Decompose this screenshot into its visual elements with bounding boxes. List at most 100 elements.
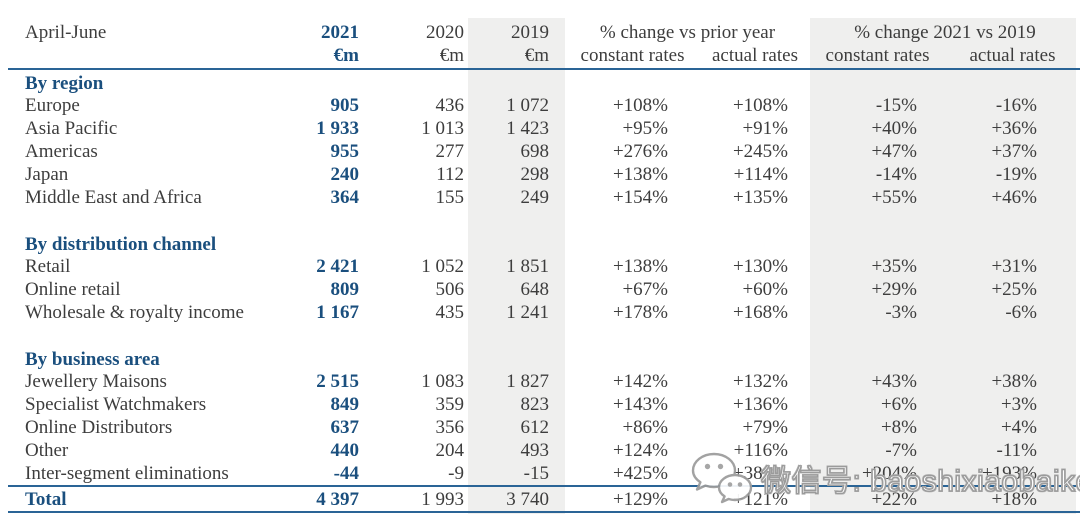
cell-2020: 435 [435, 302, 465, 323]
cell-2020: 277 [435, 141, 465, 162]
cell-2019: 612 [520, 417, 550, 438]
cell-2021: 1 167 [316, 302, 359, 323]
cell-2019: 648 [520, 279, 550, 300]
cell-constant-prior: +276% [612, 141, 668, 162]
cell-actual-prior: +91% [742, 118, 788, 139]
sales-table: April-June 2021 2020 2019 % change vs pr… [0, 18, 1080, 513]
cell-constant-1921: -3% [885, 302, 917, 323]
cell-2021: 2 515 [316, 371, 359, 392]
period-label: April-June [25, 22, 107, 43]
cell-2019: 1 241 [506, 302, 549, 323]
total-actual-1921: +18% [991, 488, 1037, 510]
row-label: Specialist Watchmakers [25, 394, 207, 415]
cell-2019: 1 423 [506, 118, 549, 139]
header-row-years: April-June 2021 2020 2019 % change vs pr… [0, 18, 1080, 45]
cell-constant-prior: +142% [612, 371, 668, 392]
section-title-row: By distribution channel [0, 231, 1080, 255]
cell-2020: 356 [435, 417, 465, 438]
cell-actual-1921: +36% [991, 118, 1037, 139]
total-constant-1921: +22% [871, 488, 917, 510]
cell-2020: 359 [435, 394, 465, 415]
cell-constant-1921: +47% [871, 141, 917, 162]
cell-2019: 1 851 [506, 256, 549, 277]
wechat-icon [691, 452, 753, 504]
cell-2020: -9 [448, 463, 464, 484]
cell-actual-1921: +46% [991, 187, 1037, 208]
cell-constant-prior: +138% [612, 164, 668, 185]
cell-constant-prior: +67% [622, 279, 668, 300]
cell-actual-1921: +25% [991, 279, 1037, 300]
subheader-actual-rates-1921: actual rates [969, 45, 1056, 66]
group-header-2021-vs-2019: % change 2021 vs 2019 [854, 22, 1036, 43]
subheader-constant-rates-1921: constant rates [825, 45, 930, 66]
row-label: Europe [25, 95, 80, 116]
total-row: Total 4 397 1 993 3 740 +129% +121% +22%… [0, 487, 1080, 511]
unit-2021: €m [333, 45, 359, 66]
table-row: Jewellery Maisons 2 515 1 083 1 827 +142% +13… [0, 370, 1080, 393]
total-constant-prior: +129% [612, 488, 668, 510]
unit-2019: €m [524, 45, 549, 66]
cell-constant-prior: +425% [612, 463, 668, 484]
cell-2020: 204 [435, 440, 465, 461]
cell-2020: 436 [435, 95, 465, 116]
row-label: Jewellery Maisons [25, 371, 167, 392]
table-row: Online retail 809 506 648 +67% +60% +29% +25% [0, 278, 1080, 301]
watermark: 微信号: baoshixiaobaike [688, 451, 1080, 505]
cell-constant-1921: +43% [871, 371, 917, 392]
cell-actual-prior: +60% [742, 279, 788, 300]
header-spacer [0, 45, 300, 68]
col-header-2021: 2021 [321, 22, 359, 43]
total-2019: 3 740 [506, 488, 549, 510]
cell-2019: -15 [523, 463, 549, 484]
table-row: Americas 955 277 698 +276% +245% +47% +37% [0, 140, 1080, 163]
col-header-2019: 2019 [511, 22, 549, 43]
cell-actual-prior: +116% [733, 440, 788, 461]
table-row: Online Distributors 637 356 612 +86% +79% +8% +… [0, 416, 1080, 439]
total-2020: 1 993 [421, 488, 464, 510]
cell-actual-1921: +4% [1000, 417, 1037, 438]
table-row: Other 440 204 493 +124% +116% -7% -11% [0, 439, 1080, 462]
cell-2020: 155 [435, 187, 465, 208]
cell-actual-1921: -16% [995, 95, 1037, 116]
watermark-text: 微信号: baoshixiaobaike [760, 464, 1080, 498]
total-2021: 4 397 [316, 488, 359, 510]
cell-constant-1921: -14% [875, 164, 917, 185]
pre-total-rule [8, 485, 1080, 487]
cell-2021: 849 [330, 394, 360, 415]
section-title: By region [25, 73, 104, 94]
row-label: Wholesale & royalty income [25, 302, 244, 323]
cell-2019: 493 [520, 440, 550, 461]
cell-2021: 440 [330, 440, 360, 461]
cell-constant-1921: +8% [880, 417, 917, 438]
table-row: Wholesale & royalty income 1 167 435 1 241 +… [0, 301, 1080, 324]
cell-2020: 506 [435, 279, 465, 300]
cell-2021: 2 421 [316, 256, 359, 277]
cell-constant-prior: +95% [622, 118, 668, 139]
cell-actual-prior: +135% [732, 187, 788, 208]
cell-actual-1921: -19% [995, 164, 1037, 185]
cell-2021: 364 [330, 187, 360, 208]
subheader-constant-rates-prior: constant rates [580, 45, 685, 66]
shaded-column-2019 [468, 18, 565, 514]
row-label: Middle East and Africa [25, 187, 202, 208]
row-label: Online retail [25, 279, 121, 300]
cell-constant-1921: +6% [880, 394, 917, 415]
cell-2021: 1 933 [316, 118, 359, 139]
cell-actual-1921: +193% [981, 463, 1037, 484]
row-label: Online Distributors [25, 417, 173, 438]
cell-actual-1921: +37% [991, 141, 1037, 162]
cell-constant-prior: +124% [612, 440, 668, 461]
cell-constant-prior: +138% [612, 256, 668, 277]
cell-2019: 698 [520, 141, 550, 162]
table-body: By region Europe 905 436 1 072 +108% +108% -15%… [0, 70, 1080, 485]
cell-2021: 240 [330, 164, 360, 185]
cell-actual-prior: +136% [732, 394, 788, 415]
cell-2021: 905 [330, 95, 360, 116]
cell-2020: 1 013 [421, 118, 464, 139]
cell-constant-1921: -7% [885, 440, 917, 461]
cell-actual-prior: +79% [742, 417, 788, 438]
cell-actual-prior: +114% [733, 164, 788, 185]
cell-constant-prior: +108% [612, 95, 668, 116]
table-row: Japan 240 112 298 +138% +114% -14% -19% [0, 163, 1080, 186]
